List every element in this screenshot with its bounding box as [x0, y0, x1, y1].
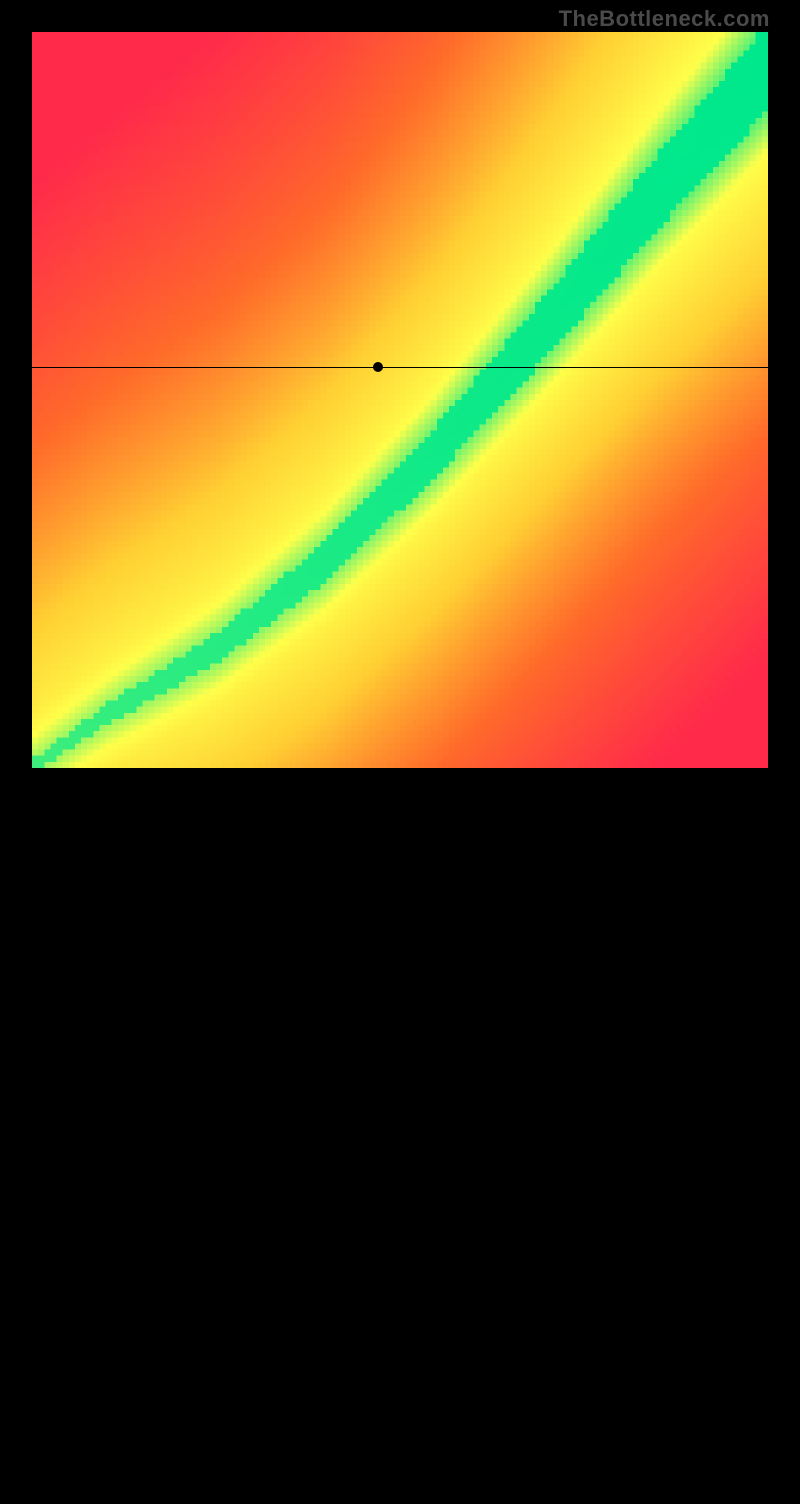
chart-container: TheBottleneck.com — [0, 0, 800, 800]
heatmap-canvas — [32, 32, 768, 768]
plot-area — [32, 32, 768, 768]
marker-dot — [373, 362, 383, 372]
watermark-text: TheBottleneck.com — [559, 6, 770, 32]
crosshair-horizontal — [32, 367, 768, 368]
crosshair-vertical — [378, 768, 379, 1504]
